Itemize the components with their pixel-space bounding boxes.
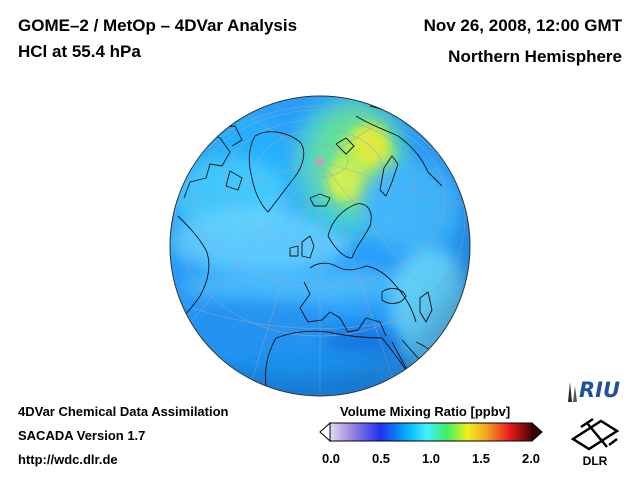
colorbar-over-arrow <box>531 421 543 443</box>
map-datetime: Nov 26, 2008, 12:00 GMT <box>423 16 622 35</box>
footer-version: SACADA Version 1.7 <box>18 428 146 443</box>
riu-logo: RIU <box>568 378 620 402</box>
colorbar-tick-label: 0.0 <box>321 451 341 466</box>
dlr-logo: DLR <box>570 417 620 468</box>
colorbar-tick-label: 1.5 <box>471 451 491 466</box>
colorbar-gradient <box>329 422 533 442</box>
colorbar <box>319 421 543 443</box>
colorbar-title: Volume Mixing Ratio [ppbv] <box>340 404 511 419</box>
map-subtitle: HCl at 55.4 hPa <box>18 42 141 61</box>
colorbar-tick-label: 0.5 <box>371 451 391 466</box>
footer-url[interactable]: http://wdc.dlr.de <box>18 452 118 467</box>
footer-system: 4DVar Chemical Data Assimilation <box>18 404 229 419</box>
globe-map <box>169 95 471 397</box>
globe-outline <box>169 95 471 397</box>
dlr-logo-text: DLR <box>583 454 608 468</box>
map-region: Northern Hemisphere <box>448 47 622 66</box>
colorbar-under-arrow <box>319 421 331 443</box>
map-title: GOME–2 / MetOp – 4DVar Analysis <box>18 16 298 35</box>
colorbar-tick-label: 1.0 <box>421 451 441 466</box>
riu-logo-text: RIU <box>579 378 620 402</box>
colorbar-tick-label: 2.0 <box>521 451 541 466</box>
